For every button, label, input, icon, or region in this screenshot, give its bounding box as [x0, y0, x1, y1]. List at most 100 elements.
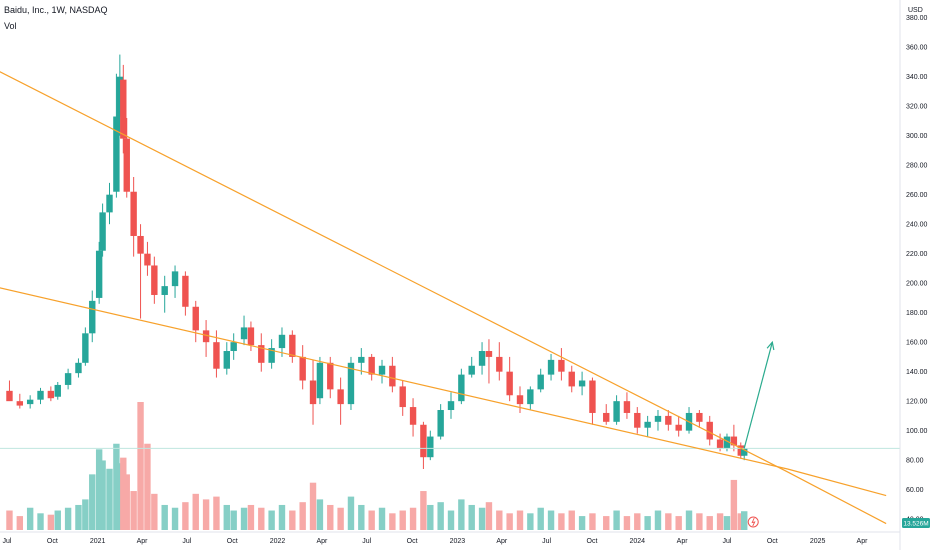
candle-body	[247, 327, 255, 346]
candle-body	[730, 436, 738, 446]
candle-body	[240, 327, 248, 340]
price-tick-label: 320.00	[906, 104, 928, 111]
time-tick-label: Oct	[47, 538, 58, 545]
candle-body	[527, 389, 534, 405]
volume-bar	[337, 507, 344, 530]
volume-bar	[120, 457, 127, 530]
candle-body	[737, 445, 744, 456]
candle-body	[327, 362, 334, 390]
price-tick-label: 280.00	[906, 163, 928, 170]
volume-bar	[547, 510, 555, 530]
price-tick-label: 200.00	[906, 281, 928, 288]
candle-body	[568, 371, 575, 387]
candle-body	[130, 191, 137, 236]
volume-bar	[82, 499, 89, 530]
volume-bar	[130, 491, 137, 530]
volume-bar	[389, 513, 396, 530]
volume-bar	[137, 402, 144, 530]
volume-bar	[496, 510, 503, 530]
chart-title: Baidu, Inc., 1W, NASDAQ	[4, 5, 108, 15]
candle-body	[696, 412, 703, 422]
volume-bar	[268, 510, 275, 530]
candle-body	[182, 275, 189, 307]
volume-bar	[26, 507, 34, 530]
candle-body	[120, 79, 127, 139]
volume-bar	[696, 513, 703, 530]
volume-bar	[37, 513, 44, 530]
candle-body	[113, 116, 120, 192]
candle-body	[665, 415, 672, 425]
volume-bar	[675, 516, 682, 530]
price-tick-label: 360.00	[906, 45, 928, 52]
volume-bar	[623, 516, 631, 530]
candle-body	[37, 390, 44, 400]
volume-bar	[171, 507, 179, 530]
volume-bar	[161, 504, 168, 530]
volume-bar	[644, 516, 651, 530]
volume-bar	[537, 507, 544, 530]
volume-bar	[634, 513, 641, 530]
volume-bar	[75, 504, 82, 530]
candle-body	[723, 436, 731, 449]
candle-body	[496, 356, 503, 372]
volume-bar	[299, 502, 306, 530]
price-tick-label: 340.00	[906, 74, 928, 81]
candle-body	[6, 390, 13, 402]
candle-body	[675, 424, 682, 431]
time-tick-label: Apr	[496, 538, 508, 545]
volume-bar	[420, 491, 427, 530]
candle-body	[485, 351, 493, 357]
volume-bar	[16, 516, 24, 530]
time-tick-label: Apr	[137, 538, 149, 545]
candle-body	[537, 374, 544, 390]
volume-bar	[427, 504, 434, 530]
upper-trendline	[0, 71, 887, 525]
volume-bar	[730, 479, 738, 530]
candles-layer	[6, 54, 748, 470]
volume-bar	[558, 513, 565, 530]
candle-body	[123, 138, 130, 192]
price-tick-label: 240.00	[906, 222, 928, 229]
projection-arrow	[743, 342, 773, 449]
time-tick-label: 2025	[810, 538, 826, 545]
volume-bar	[685, 510, 693, 530]
price-tick-label: 140.00	[906, 369, 928, 376]
volume-bar	[123, 474, 130, 530]
volume-bar	[106, 468, 113, 530]
volume-bar	[723, 516, 731, 530]
volume-bar	[665, 513, 672, 530]
candle-body	[89, 300, 96, 334]
candle-body	[558, 359, 565, 372]
volume-bar	[64, 507, 72, 530]
candle-body	[389, 365, 396, 387]
volume-bar	[202, 499, 210, 530]
candle-body	[258, 345, 265, 363]
candle-body	[399, 386, 406, 408]
time-tick-label: Oct	[407, 538, 418, 545]
candle-body	[741, 448, 748, 456]
candle-body	[278, 334, 286, 349]
volume-bar	[603, 516, 610, 530]
volume-bar	[506, 513, 513, 530]
candle-body	[409, 407, 417, 425]
candle-body	[99, 212, 106, 251]
time-tick-label: 2021	[90, 538, 106, 545]
price-tick-label: 160.00	[906, 340, 928, 347]
volume-bar	[347, 496, 355, 530]
axis-tags: 13.526M	[747, 516, 930, 528]
candle-body	[644, 421, 651, 428]
candle-body	[447, 401, 455, 411]
candle-body	[106, 194, 113, 213]
candle-body	[223, 351, 230, 369]
volume-bar	[409, 507, 417, 530]
candle-body	[547, 359, 555, 375]
volume-bar	[230, 510, 237, 530]
time-tick-label: 2024	[629, 538, 645, 545]
volume-value-tag	[902, 518, 930, 528]
candle-body	[458, 374, 465, 402]
candle-body	[347, 362, 355, 405]
candle-body	[289, 334, 296, 357]
candle-body	[213, 342, 220, 369]
volume-bar	[613, 510, 620, 530]
